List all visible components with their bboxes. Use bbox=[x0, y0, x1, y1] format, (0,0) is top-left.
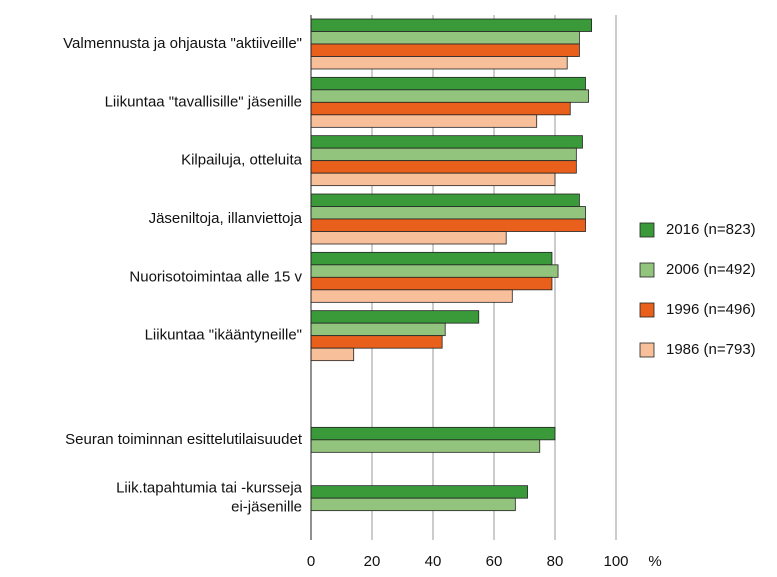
bar bbox=[310, 231, 507, 245]
bar bbox=[310, 335, 443, 349]
bar bbox=[310, 172, 556, 187]
bar bbox=[310, 289, 513, 303]
bar bbox=[310, 31, 580, 45]
bar bbox=[310, 264, 559, 278]
bar bbox=[310, 218, 586, 232]
bar bbox=[310, 497, 516, 512]
bar bbox=[310, 101, 571, 116]
bar bbox=[310, 160, 577, 174]
bar bbox=[310, 485, 528, 499]
legend-label: 1986 (n=793) bbox=[666, 341, 756, 358]
bar bbox=[310, 147, 577, 162]
category-label: Liik.tapahtumia tai -kursseja ei-jäsenill… bbox=[116, 480, 303, 516]
category-label: Nuorisotoimintaa alle 15 v bbox=[129, 268, 302, 285]
bar bbox=[310, 322, 446, 337]
x-tick-label: 100 bbox=[603, 553, 628, 570]
x-tick-label: 80 bbox=[547, 553, 564, 570]
x-tick-label: 60 bbox=[486, 553, 503, 570]
bar bbox=[310, 439, 541, 453]
legend-swatch bbox=[639, 342, 655, 358]
category-label: Jäseniltoja, illanviettoja bbox=[149, 210, 303, 227]
category-label: Liikuntaa "ikääntyneille" bbox=[145, 327, 302, 344]
x-tick-label: 0 bbox=[307, 553, 315, 570]
legend-swatch bbox=[639, 302, 655, 318]
category-label: Valmennusta ja ohjausta "aktiiveille" bbox=[63, 35, 302, 52]
bar bbox=[310, 135, 583, 149]
x-tick-label: 40 bbox=[425, 553, 442, 570]
bar bbox=[310, 89, 589, 103]
bar bbox=[310, 56, 568, 70]
bar bbox=[310, 76, 586, 91]
bar bbox=[310, 251, 553, 266]
x-axis-label: % bbox=[648, 553, 661, 570]
legend-swatch bbox=[639, 222, 655, 238]
legend-label: 2016 (n=823) bbox=[666, 221, 756, 238]
legend-swatch bbox=[639, 262, 655, 278]
bar bbox=[310, 193, 580, 207]
category-label: Kilpailuja, otteluita bbox=[181, 152, 303, 169]
bar bbox=[310, 43, 580, 57]
bar bbox=[310, 114, 538, 128]
bar bbox=[310, 206, 586, 220]
legend-label: 2006 (n=492) bbox=[666, 261, 756, 278]
bar bbox=[310, 310, 480, 324]
bar bbox=[310, 276, 553, 291]
bar bbox=[310, 18, 593, 32]
category-label: Seuran toiminnan esittelutilaisuudet bbox=[65, 431, 303, 448]
category-label: Liikuntaa "tavallisille" jäsenille bbox=[105, 93, 302, 110]
x-tick-label: 20 bbox=[364, 553, 381, 570]
bar bbox=[310, 426, 556, 441]
bar bbox=[310, 347, 355, 362]
legend-label: 1996 (n=496) bbox=[666, 301, 756, 318]
